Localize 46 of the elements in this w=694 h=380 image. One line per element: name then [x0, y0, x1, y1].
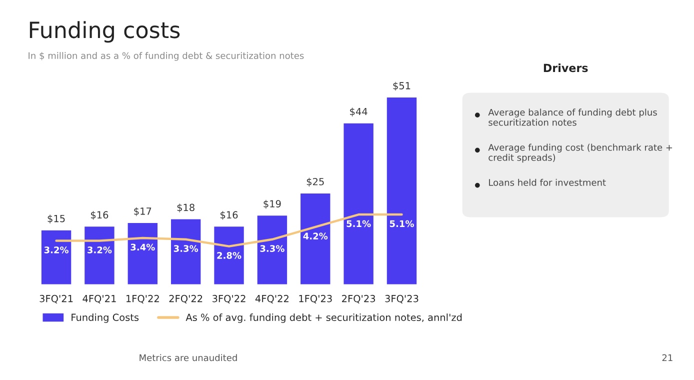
data-label: $16 [220, 210, 238, 220]
x-tick-label: 3FQ'22 [212, 294, 246, 304]
x-tick-label: 1FQ'22 [126, 294, 159, 304]
text: Drivers [544, 64, 588, 72]
data-label: 3.2% [88, 246, 112, 254]
data-label: 2.8% [217, 252, 242, 259]
x-tick-label: 1FQ'23 [299, 294, 332, 304]
bar [170, 218, 202, 285]
data-label: $19 [264, 200, 281, 209]
bar [342, 122, 375, 285]
data-label: 4.2% [303, 232, 328, 240]
x-tick-label: 4FQ'22 [255, 294, 288, 304]
data-label: $51 [393, 82, 410, 91]
chart-subtitle: In $ million and as a % of funding debt & securitization notes [28, 52, 304, 61]
text: Loans held for investment [489, 178, 606, 186]
data-label: 5.1% [346, 220, 371, 228]
bar [256, 214, 288, 285]
data-label: 5.1% [390, 220, 414, 228]
data-label: 3.3% [260, 245, 284, 252]
bar [212, 225, 246, 285]
bar [386, 96, 418, 285]
data-label: $16 [91, 210, 108, 220]
legend-label: As % of avg. funding debt + securitization notes, annl'zd [186, 314, 462, 323]
data-label: $17 [134, 207, 152, 216]
data-label: 3.4% [130, 244, 155, 251]
x-tick-label: 3FQ'23 [385, 294, 418, 304]
bar [126, 222, 159, 285]
x-tick-label: 4FQ'21 [82, 294, 116, 304]
data-label: $44 [350, 108, 368, 116]
text: Metrics are unaudited [140, 354, 237, 362]
legend-label: Funding Costs [72, 314, 139, 323]
x-tick-label: 3FQ'21 [40, 294, 73, 304]
bar [83, 225, 116, 285]
data-label: 3.2% [44, 246, 69, 254]
bar [299, 192, 332, 285]
data-label: $25 [306, 178, 324, 187]
data-label: 3.3% [174, 245, 198, 252]
bar [40, 228, 73, 285]
x-tick-label: 2FQ'22 [169, 294, 202, 304]
chart-title: Funding costs [30, 21, 180, 43]
text: Average balance of funding debt plus securitization notes [488, 108, 657, 126]
data-label: $18 [177, 204, 194, 212]
text: 21 [662, 354, 672, 361]
x-tick-label: 2FQ'23 [342, 294, 376, 304]
data-label: $15 [48, 214, 65, 224]
text: Average funding cost (benchmark rate + credit spreads) [488, 144, 672, 163]
